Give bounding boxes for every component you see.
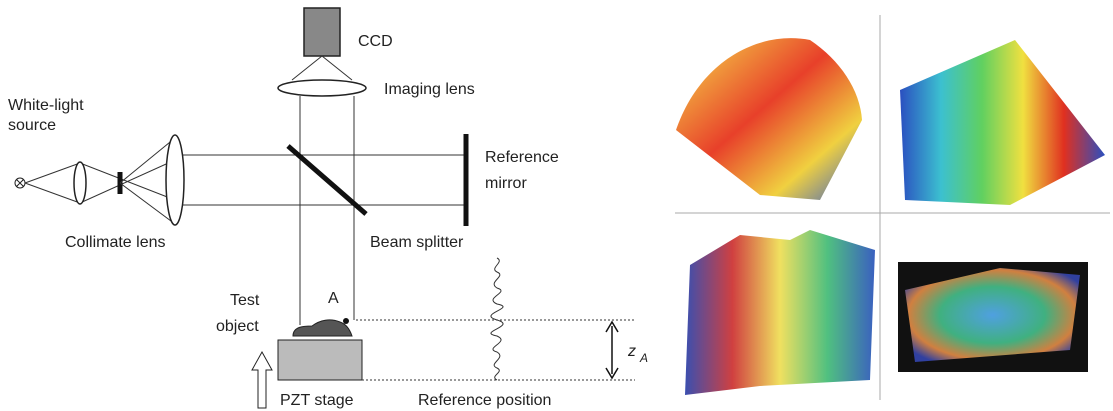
reference-mirror-label: Reference: [485, 149, 559, 166]
horizontal-beam: [182, 155, 464, 205]
interference-signal: [491, 258, 503, 380]
collimate-lens-label: Collimate lens: [65, 234, 165, 251]
surface-image: [676, 38, 862, 200]
vertical-beam: [300, 96, 354, 325]
reference-mirror-label: mirror: [485, 175, 527, 192]
collimate-lens: [166, 135, 184, 225]
reference-position-label: Reference position: [418, 392, 551, 409]
surface-image: [685, 230, 875, 395]
test-object: [293, 320, 352, 336]
pzt-stage: [278, 340, 362, 380]
test-object-label: object: [216, 318, 259, 335]
diagram: CCD Imaging lens Reference mirror White-…: [0, 0, 1113, 411]
point-a: [343, 318, 349, 324]
imaging-lens: [278, 80, 366, 96]
condenser-lens: [74, 162, 86, 204]
point-a-label: A: [328, 290, 339, 307]
source-label: source: [8, 117, 56, 134]
test-object-label: Test: [230, 292, 260, 309]
ccd-label: CCD: [358, 33, 393, 50]
height-subscript: A: [639, 351, 648, 365]
imaging-lens-label: Imaging lens: [384, 81, 475, 98]
source-beam: [25, 160, 175, 203]
height-label: z: [627, 343, 636, 360]
ccd: [304, 8, 340, 56]
beam-splitter-label: Beam splitter: [370, 234, 464, 251]
source-label: White-light: [8, 97, 84, 114]
surface-image: [900, 40, 1105, 205]
stage-label: PZT stage: [280, 392, 354, 409]
up-arrow: [252, 352, 272, 408]
ccd-cone: [292, 56, 352, 80]
